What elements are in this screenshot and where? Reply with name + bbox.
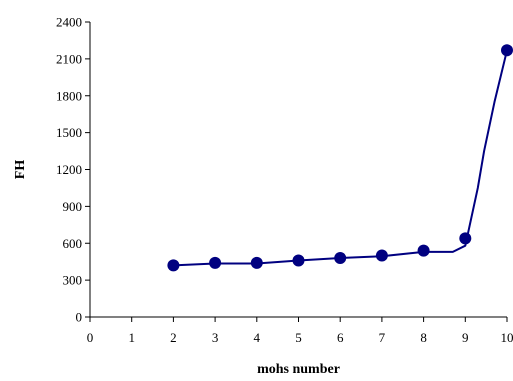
y-tick-label: 600	[63, 236, 83, 251]
y-tick-label: 2400	[56, 15, 82, 30]
y-tick-label: 300	[63, 273, 83, 288]
y-tick-label: 1800	[56, 88, 82, 103]
y-tick-label: 900	[63, 199, 83, 214]
data-point	[250, 256, 263, 269]
data-point	[417, 244, 430, 257]
data-point	[375, 249, 388, 262]
x-tick-label: 10	[501, 330, 513, 345]
data-point	[334, 252, 347, 264]
y-axis-ticks: 0 300 600 900 1200 1500 1800 2100 2400	[56, 15, 90, 325]
x-tick-label: 8	[420, 330, 427, 345]
data-point	[501, 44, 513, 57]
x-tick-label: 9	[462, 330, 469, 345]
data-point	[292, 254, 305, 267]
data-point	[167, 259, 180, 272]
y-axis-title: FH	[13, 160, 28, 180]
y-tick-label: 0	[76, 310, 83, 325]
y-tick-label: 1500	[56, 125, 82, 140]
x-axis-ticks: 0 1 2 3 4 5 6 7 8 9 10	[87, 317, 513, 345]
series-line	[173, 50, 508, 267]
y-tick-label: 1200	[56, 162, 82, 177]
x-tick-label: 2	[170, 330, 177, 345]
series-markers	[167, 44, 513, 272]
x-tick-label: 4	[254, 330, 261, 345]
data-point	[209, 256, 222, 269]
y-tick-label: 2100	[56, 51, 82, 66]
x-tick-label: 7	[379, 330, 386, 345]
x-tick-label: 5	[295, 330, 302, 345]
x-tick-label: 6	[337, 330, 344, 345]
x-tick-label: 3	[212, 330, 219, 345]
x-tick-label: 0	[87, 330, 94, 345]
x-axis-title: mohs number	[257, 362, 340, 377]
data-point	[459, 232, 472, 245]
x-tick-label: 1	[128, 330, 135, 345]
